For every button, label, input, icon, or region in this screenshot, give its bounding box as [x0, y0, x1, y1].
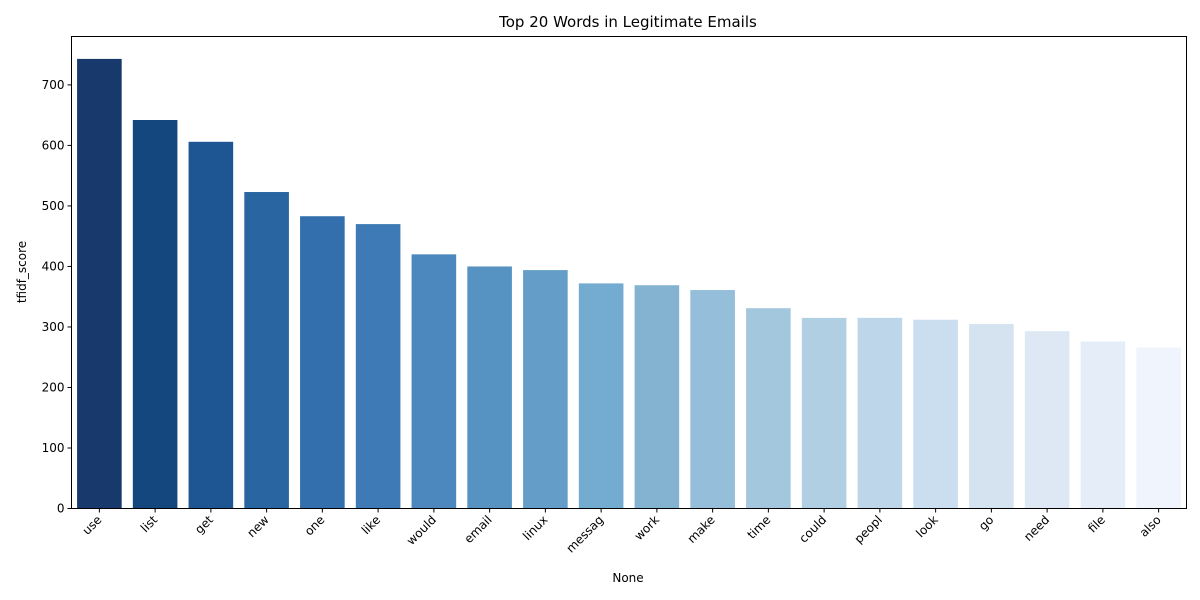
- y-tick-label: 500: [42, 199, 65, 213]
- bar-peopl: [857, 317, 903, 509]
- bar-need: [1024, 331, 1070, 509]
- bar-list: [132, 120, 178, 509]
- bar-new: [244, 192, 289, 509]
- bar-use: [77, 58, 122, 509]
- bar-look: [913, 319, 958, 509]
- bar-linux: [523, 270, 568, 509]
- bar-one: [300, 216, 345, 509]
- y-tick-label: 400: [42, 259, 65, 273]
- y-tick-label: 300: [42, 320, 65, 334]
- plot-frame: [71, 36, 1187, 509]
- bars-group: [77, 58, 1181, 509]
- y-axis-label: tfidf_score: [15, 241, 29, 303]
- y-tick-label: 600: [42, 138, 65, 152]
- bar-messag: [578, 283, 624, 509]
- bar-like: [355, 224, 401, 509]
- bar-file: [1080, 341, 1126, 509]
- chart-title: Top 20 Words in Legitimate Emails: [498, 13, 757, 31]
- bar-make: [690, 290, 735, 509]
- y-tick-label: 0: [57, 502, 65, 516]
- bar-get: [188, 141, 234, 509]
- bar-time: [746, 308, 791, 509]
- y-tick-label: 100: [42, 441, 65, 455]
- bar-could: [801, 317, 847, 509]
- bar-would: [411, 254, 457, 509]
- y-axis: 0 100 200 300 400 500 600 700: [42, 78, 72, 516]
- y-tick-label: 700: [42, 78, 65, 92]
- y-tick-label: 200: [42, 380, 65, 394]
- bar-also: [1136, 347, 1181, 509]
- bar-go: [969, 323, 1014, 509]
- bar-work: [634, 285, 680, 509]
- bar-email: [467, 266, 512, 509]
- x-axis-label: None: [612, 571, 643, 585]
